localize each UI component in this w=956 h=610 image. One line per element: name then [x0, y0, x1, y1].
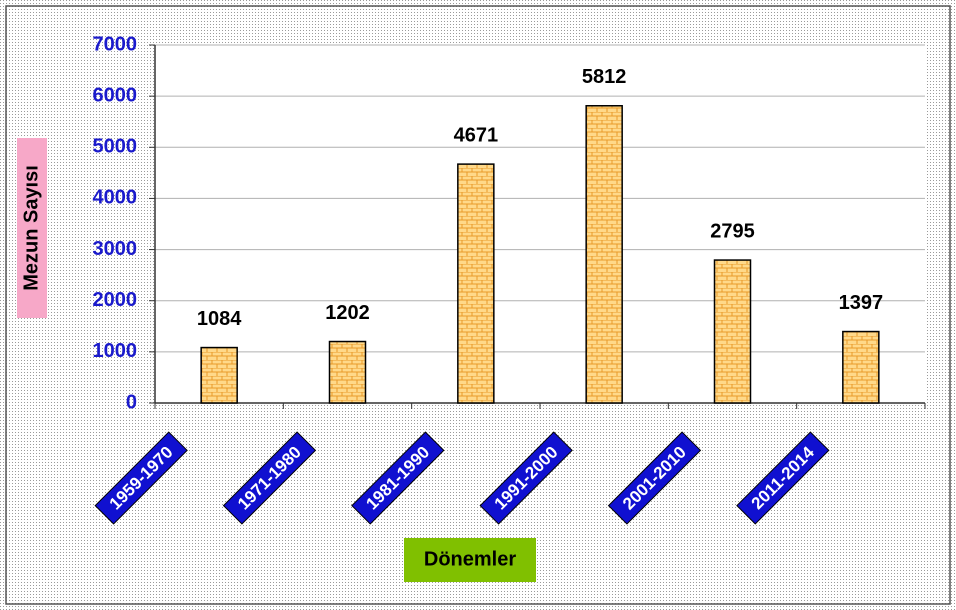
bar — [457, 163, 495, 404]
y-tick-label: 0 — [126, 391, 137, 413]
y-tick-label: 2000 — [93, 289, 138, 311]
x-tick-label-bg — [607, 431, 702, 525]
x-axis-title-bg — [404, 538, 536, 582]
data-label: 2795 — [710, 220, 755, 242]
y-axis-title-bg — [17, 138, 47, 318]
bar — [328, 340, 367, 404]
data-label: 1397 — [839, 292, 884, 314]
bar — [585, 105, 623, 404]
bar — [842, 330, 880, 404]
data-label: 1084 — [197, 308, 242, 330]
x-tick-label-bg — [351, 431, 445, 525]
data-label: 1202 — [325, 302, 370, 324]
plot-area — [155, 45, 925, 403]
data-label: 5812 — [582, 66, 627, 88]
x-axis-title: Dönemler — [424, 548, 516, 570]
y-tick-label: 5000 — [93, 136, 138, 158]
x-tick-label-bg — [222, 431, 317, 525]
data-label: 4671 — [454, 124, 499, 146]
bar — [713, 259, 752, 404]
y-tick-label: 1000 — [93, 340, 138, 362]
y-tick-label: 4000 — [93, 187, 138, 209]
x-tick-label-bg — [479, 431, 573, 525]
y-tick-label: 7000 — [93, 33, 138, 55]
y-axis-title: Mezun Sayısı — [20, 165, 42, 291]
x-tick-label-bg — [94, 431, 188, 525]
x-tick-label-bg — [736, 431, 830, 525]
bar — [200, 346, 238, 404]
y-tick-label: 6000 — [93, 84, 138, 106]
frame — [5, 5, 951, 605]
y-tick-label: 3000 — [93, 238, 138, 260]
